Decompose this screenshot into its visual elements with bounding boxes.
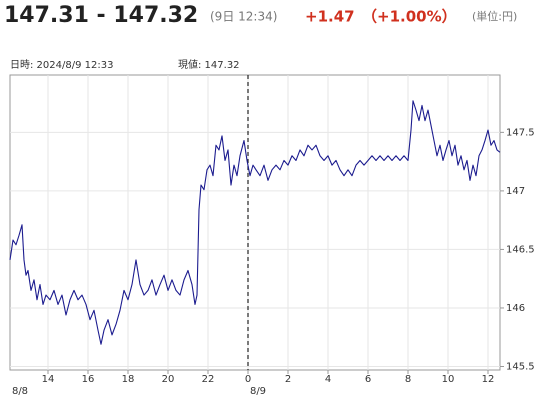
x-tick-label: 4 [325, 374, 331, 385]
x-tick-label: 14 [42, 374, 55, 385]
x-tick-label: 10 [442, 374, 455, 385]
x-tick-label: 6 [365, 374, 371, 385]
x-tick-label: 18 [122, 374, 135, 385]
x-tick-label: 20 [162, 374, 175, 385]
x-tick-label: 8 [405, 374, 411, 385]
y-tick-label: 146.5 [506, 244, 535, 255]
unit: (単位:円) [472, 9, 517, 23]
y-tick-label: 147.5 [506, 127, 535, 138]
datetime: 日時: 2024/8/9 12:33 [10, 59, 113, 71]
change: +1.47 [305, 8, 355, 26]
x-tick-label: 2 [285, 374, 291, 385]
y-tick-label: 147 [506, 186, 525, 197]
y-tick-label: 146 [506, 303, 525, 314]
current: 現値: 147.32 [178, 58, 240, 71]
x-tick-label: 22 [202, 374, 215, 385]
y-tick-label: 145.5 [506, 361, 535, 372]
price-line [9, 100, 501, 345]
time: (9日 12:34) [210, 10, 277, 24]
change-pct: （+1.00%） [362, 8, 457, 26]
x-tick-label: 12 [482, 374, 495, 385]
price: 147.31 - 147.32 [4, 3, 198, 28]
x-tick-label: 16 [82, 374, 95, 385]
date-label: 8/8 [12, 386, 28, 397]
x-tick-label: 0 [245, 374, 251, 385]
plot-frame [9, 74, 501, 371]
date-label: 8/9 [250, 386, 266, 397]
